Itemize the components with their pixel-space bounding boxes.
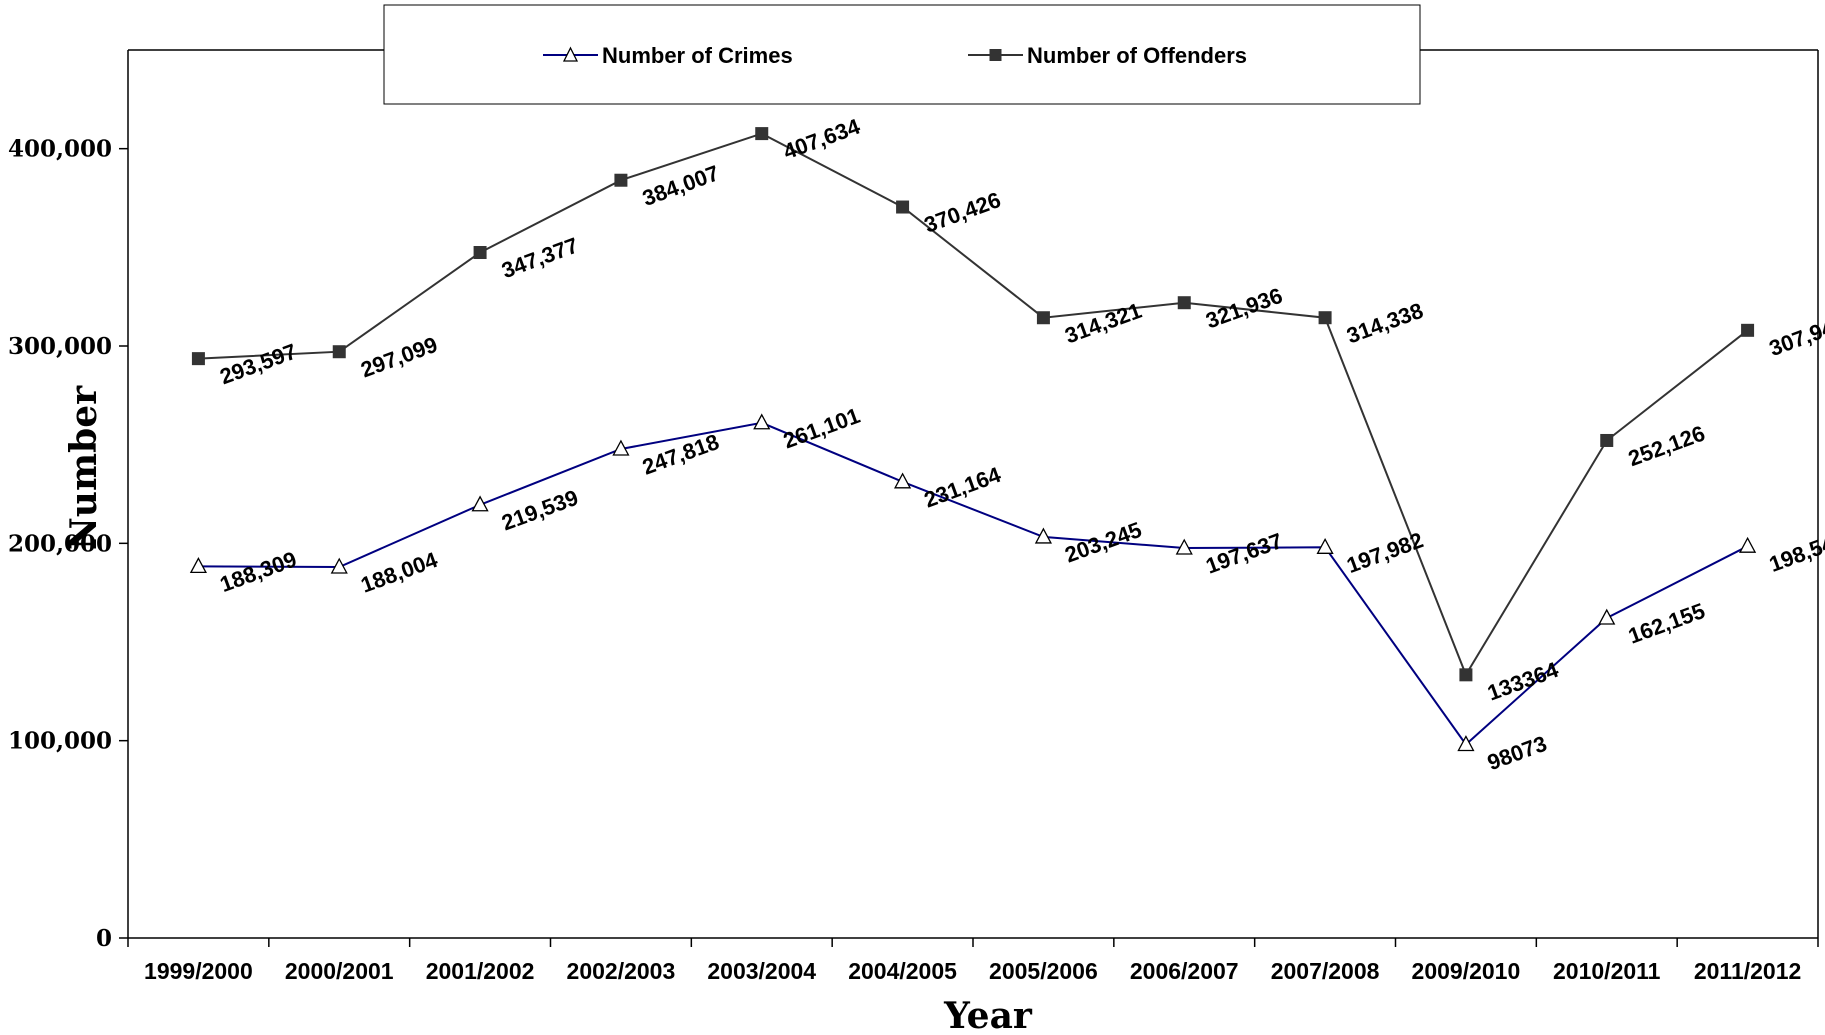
x-tick-label: 2004/2005	[848, 958, 957, 984]
crimes-point	[753, 413, 771, 430]
crimes-point	[330, 557, 348, 574]
offenders-point	[614, 173, 628, 187]
legend-marker-crimes	[562, 46, 579, 62]
crimes-data-label: 162,155	[1625, 598, 1708, 649]
y-tick-label: 200,000	[8, 530, 112, 557]
offenders-point	[896, 200, 910, 214]
x-tick-label: 2011/2012	[1694, 958, 1801, 984]
offenders-data-label: 252,126	[1625, 420, 1708, 471]
offenders-data-label: 347,377	[498, 233, 581, 284]
crimes-data-label: 197,637	[1202, 528, 1285, 579]
offenders-point	[1741, 323, 1755, 337]
crimes-data-label: 261,101	[780, 403, 863, 454]
legend-label-crimes: Number of Crimes	[602, 43, 793, 68]
series-line-offenders	[198, 132, 1749, 678]
series-layer	[189, 127, 1757, 752]
crimes-point	[1175, 538, 1193, 555]
y-axis-ticks: 0 100,000 200,000 300,000 400,000	[8, 136, 128, 952]
offenders-data-label: 293,597	[217, 339, 300, 390]
crimes-data-label: 198,541	[1766, 526, 1825, 577]
x-tick-label: 2003/2004	[707, 958, 816, 984]
offenders-data-label: 297,099	[357, 332, 440, 383]
crimes-point	[1316, 537, 1334, 554]
offenders-data-label: 307,947	[1766, 310, 1825, 361]
offenders-point	[1600, 433, 1614, 447]
offenders-data-label: 407,634	[780, 113, 864, 164]
crimes-data-label: 247,818	[639, 429, 722, 480]
crimes-point	[1598, 608, 1616, 625]
offenders-point	[1459, 668, 1473, 682]
x-tick-label: 2002/2003	[567, 958, 676, 984]
crimes-data-label: 188,309	[217, 546, 300, 597]
crimes-point	[471, 495, 489, 512]
x-axis-title: Year	[943, 995, 1033, 1035]
crimes-point	[189, 557, 208, 574]
x-tick-label: 2010/2011	[1553, 958, 1661, 984]
y-axis-title: Number	[63, 385, 105, 550]
offenders-point	[1318, 311, 1332, 325]
offenders-point	[332, 345, 346, 359]
x-tick-label: 2005/2006	[989, 958, 1098, 984]
offenders-data-label: 321,936	[1202, 283, 1285, 334]
legend-box	[383, 4, 1421, 105]
offenders-point	[755, 127, 769, 141]
y-tick-label: 100,000	[8, 728, 112, 755]
offenders-point	[1177, 296, 1191, 310]
offenders-data-label: 314,338	[1343, 298, 1426, 349]
x-tick-label: 2007/2008	[1271, 958, 1380, 984]
offenders-data-label: 370,426	[921, 187, 1004, 238]
legend-label-offenders: Number of Offenders	[1027, 43, 1247, 68]
crimes-point	[1457, 735, 1475, 752]
x-tick-label: 2009/2010	[1412, 958, 1521, 984]
y-tick-label: 300,000	[8, 333, 112, 360]
crimes-point	[1738, 536, 1757, 553]
legend: Number of Crimes Number of Offenders	[383, 4, 1421, 105]
crimes-point	[612, 439, 630, 456]
crimes-point	[893, 472, 912, 489]
crimes-data-label: 98073	[1484, 731, 1550, 775]
series-line-crimes	[198, 421, 1749, 746]
offenders-point	[473, 246, 487, 260]
crimes-data-label: 197,982	[1343, 527, 1426, 578]
crimes-point	[1034, 527, 1053, 544]
offenders-point	[191, 352, 205, 366]
x-axis-ticks: 1999/2000 2000/2001 2001/2002 2002/2003 2003…	[127, 938, 1819, 984]
crimes-data-label: 203,245	[1062, 517, 1145, 568]
offenders-data-label: 384,007	[639, 160, 722, 211]
x-tick-label: 2001/2002	[426, 958, 535, 984]
offenders-point	[1036, 311, 1050, 325]
legend-marker-offenders	[989, 49, 1002, 61]
x-tick-label: 2000/2001	[285, 958, 394, 984]
offenders-data-label: 314,321	[1062, 298, 1145, 349]
x-tick-label: 2006/2007	[1130, 958, 1239, 984]
y-tick-label: 0	[96, 925, 112, 952]
y-tick-label: 400,000	[8, 136, 112, 163]
data-labels-layer: 188,309 188,004219,539247,818261,101231,1…	[217, 113, 1825, 775]
x-tick-label: 1999/2000	[144, 958, 253, 984]
offenders-data-label: 133364	[1484, 657, 1562, 706]
